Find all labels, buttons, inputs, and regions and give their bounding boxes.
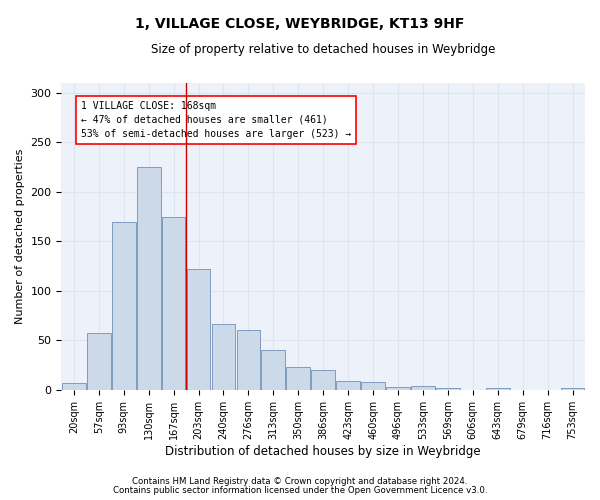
Bar xyxy=(187,269,211,390)
Bar xyxy=(560,388,584,390)
Text: Contains public sector information licensed under the Open Government Licence v3: Contains public sector information licen… xyxy=(113,486,487,495)
Text: Contains HM Land Registry data © Crown copyright and database right 2024.: Contains HM Land Registry data © Crown c… xyxy=(132,478,468,486)
Y-axis label: Number of detached properties: Number of detached properties xyxy=(15,149,25,324)
Bar xyxy=(162,216,185,390)
Bar xyxy=(336,381,360,390)
X-axis label: Distribution of detached houses by size in Weybridge: Distribution of detached houses by size … xyxy=(166,444,481,458)
Bar xyxy=(436,388,460,390)
Bar xyxy=(236,330,260,390)
Bar xyxy=(286,367,310,390)
Bar xyxy=(411,386,435,390)
Title: Size of property relative to detached houses in Weybridge: Size of property relative to detached ho… xyxy=(151,42,496,56)
Text: 1 VILLAGE CLOSE: 168sqm
← 47% of detached houses are smaller (461)
53% of semi-d: 1 VILLAGE CLOSE: 168sqm ← 47% of detache… xyxy=(82,101,352,139)
Bar xyxy=(262,350,285,390)
Bar xyxy=(212,324,235,390)
Text: 1, VILLAGE CLOSE, WEYBRIDGE, KT13 9HF: 1, VILLAGE CLOSE, WEYBRIDGE, KT13 9HF xyxy=(136,18,464,32)
Bar xyxy=(137,167,161,390)
Bar xyxy=(112,222,136,390)
Bar xyxy=(87,334,110,390)
Bar xyxy=(62,383,86,390)
Bar xyxy=(361,382,385,390)
Bar xyxy=(311,370,335,390)
Bar xyxy=(486,388,509,390)
Bar xyxy=(386,387,410,390)
